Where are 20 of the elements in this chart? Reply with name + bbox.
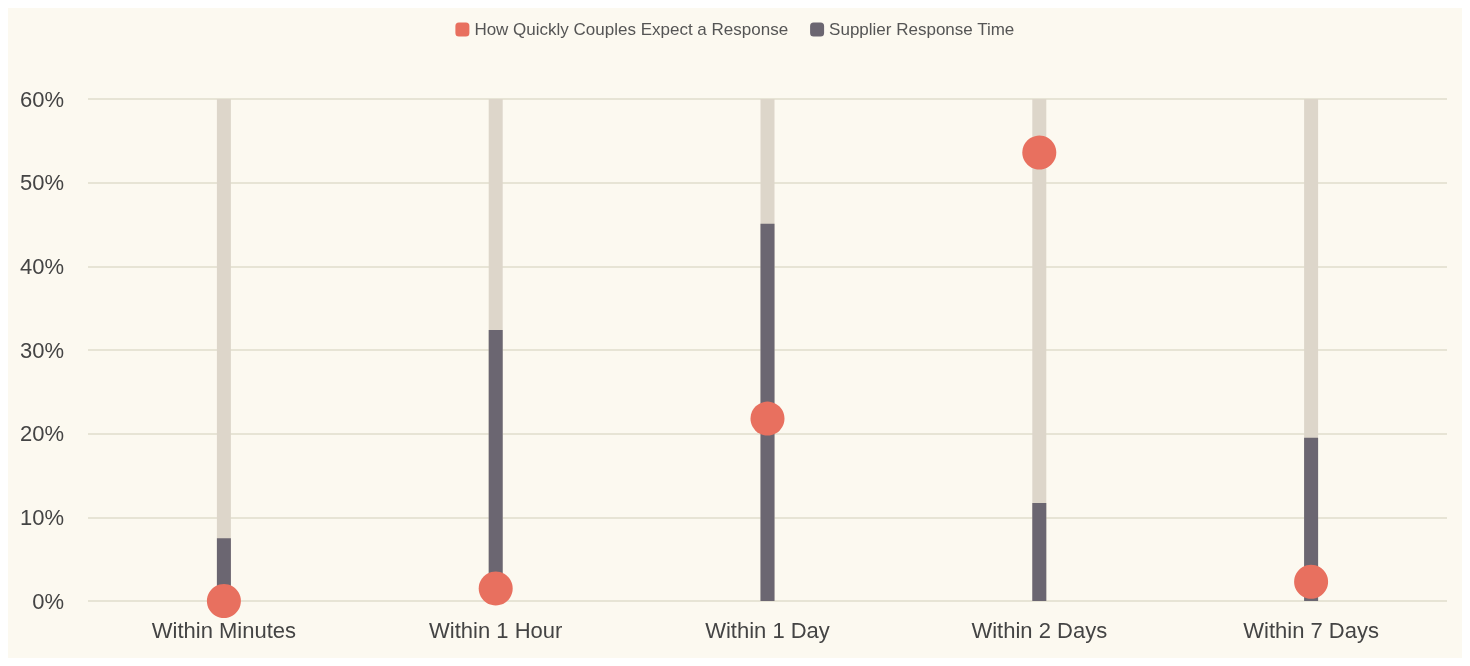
- y-tick-label: 30%: [19, 337, 64, 363]
- legend-label: How Quickly Couples Expect a Response: [474, 20, 789, 39]
- x-tick-label: Within 7 Days: [1243, 617, 1379, 643]
- point: [750, 401, 785, 436]
- legend-label: Supplier Response Time: [829, 20, 1015, 39]
- point: [1022, 135, 1057, 170]
- y-tick-label: 0%: [32, 588, 64, 614]
- y-tick-label: 10%: [19, 504, 64, 530]
- point: [206, 584, 241, 618]
- y-tick-label: 50%: [19, 170, 64, 196]
- y-tick-label: 20%: [19, 421, 64, 447]
- point: [478, 571, 513, 606]
- x-tick-label: Within 1 Hour: [429, 617, 563, 643]
- x-tick-label: Within 1 Day: [705, 617, 830, 643]
- y-tick-label: 40%: [19, 253, 64, 279]
- x-tick-label: Within Minutes: [151, 617, 297, 643]
- bar: [1032, 503, 1047, 601]
- point: [1294, 564, 1329, 599]
- y-tick-label: 60%: [19, 86, 64, 112]
- x-tick-label: Within 2 Days: [971, 617, 1108, 643]
